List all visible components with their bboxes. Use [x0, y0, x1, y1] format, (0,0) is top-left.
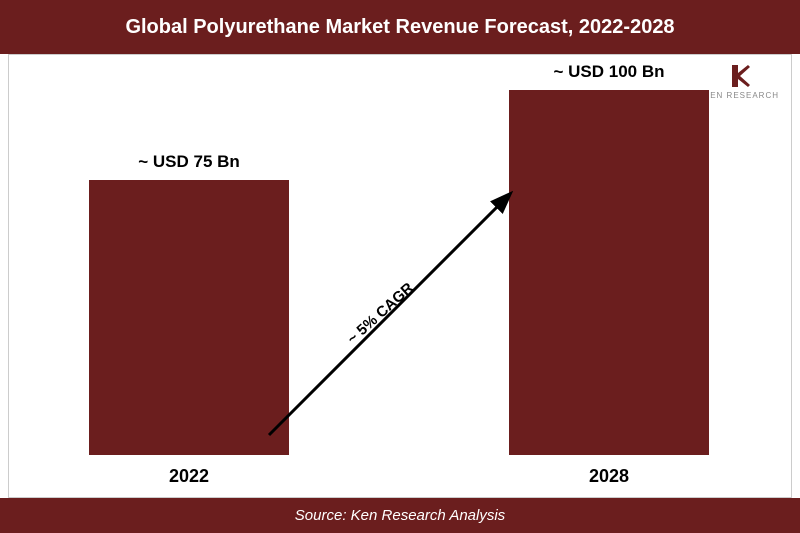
chart-footer: Source: Ken Research Analysis — [0, 498, 800, 533]
logo-icon — [728, 63, 754, 89]
logo-text: KEN RESEARCH — [704, 91, 779, 100]
brand-logo: KEN RESEARCH — [704, 63, 779, 100]
chart-title: Global Polyurethane Market Revenue Forec… — [125, 16, 674, 39]
source-text: Source: Ken Research Analysis — [295, 507, 505, 524]
cagr-label: ~ 5% CAGR — [344, 279, 417, 347]
chart-bar — [509, 90, 709, 455]
bar-value-label: ~ USD 100 Bn — [509, 62, 709, 82]
chart-bar — [89, 180, 289, 455]
bar-value-label: ~ USD 75 Bn — [89, 152, 289, 172]
bar-category-label: 2022 — [89, 466, 289, 487]
chart-header: Global Polyurethane Market Revenue Forec… — [0, 0, 800, 54]
chart-area: KEN RESEARCH ~ USD 75 Bn 2022 ~ USD 100 … — [8, 54, 792, 498]
bar-category-label: 2028 — [509, 466, 709, 487]
